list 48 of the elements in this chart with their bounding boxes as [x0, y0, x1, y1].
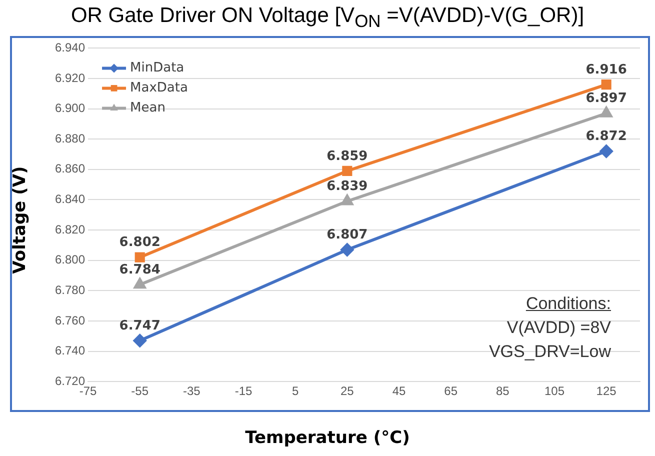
x-tick-label: 65 [444, 384, 458, 398]
annotation: VGS_DRV=Low [488, 341, 611, 363]
point [133, 334, 146, 348]
annotation: Conditions: [524, 293, 611, 315]
x-tick-label: 125 [596, 384, 617, 398]
legend-label: MaxData [130, 80, 188, 96]
data-label: 6.839 [326, 179, 368, 194]
legend-label: MinData [130, 60, 184, 76]
x-tick-label: 45 [392, 384, 406, 398]
data-label: 6.802 [119, 235, 160, 250]
x-tick-label: -35 [183, 384, 201, 398]
y-tick-label: 6.880 [55, 131, 86, 146]
data-label: 6.916 [586, 62, 627, 78]
point [342, 166, 352, 176]
legend-label: Mean [130, 100, 166, 116]
point [600, 106, 612, 118]
x-tick-label: 85 [496, 384, 510, 398]
point [134, 278, 146, 289]
y-tick-label: 6.860 [55, 162, 86, 176]
y-tick-label: 6.800 [55, 252, 86, 267]
chart-title: OR Gate Driver ON Voltage [V$_{ON}$ =V(AVDD)-V(G_OR)] [70, 4, 586, 32]
data-label: 6.784 [119, 262, 160, 278]
y-tick-label: 6.840 [55, 192, 86, 206]
annotation: V(AVDD) =8V [506, 317, 611, 339]
x-axis-title: Temperature (°C) [244, 428, 411, 448]
point [134, 252, 145, 262]
x-tick-label: 5 [292, 384, 299, 398]
x-tick-label: 105 [544, 384, 565, 398]
data-label: 6.859 [326, 148, 368, 164]
point [340, 243, 354, 256]
data-label: 6.807 [326, 228, 368, 243]
y-axis-title: Voltage (V) [10, 165, 30, 276]
y-tick-label: 6.900 [55, 101, 86, 116]
x-tick-label: -15 [234, 384, 253, 398]
point [600, 144, 613, 158]
point [341, 194, 353, 206]
point [601, 80, 612, 90]
data-label: 6.872 [586, 129, 627, 144]
data-label: 6.897 [586, 91, 627, 106]
y-tick-label: 6.740 [55, 344, 86, 358]
y-tick-label: 6.820 [55, 222, 86, 236]
y-tick-label: 6.760 [55, 313, 86, 328]
y-tick-label: 6.940 [55, 40, 86, 55]
y-tick-label: 6.920 [55, 70, 86, 85]
data-label: 6.747 [119, 318, 160, 334]
x-tick-label: 25 [340, 384, 354, 398]
x-tick-label: -55 [131, 384, 149, 398]
y-tick-label: 6.780 [55, 282, 86, 297]
